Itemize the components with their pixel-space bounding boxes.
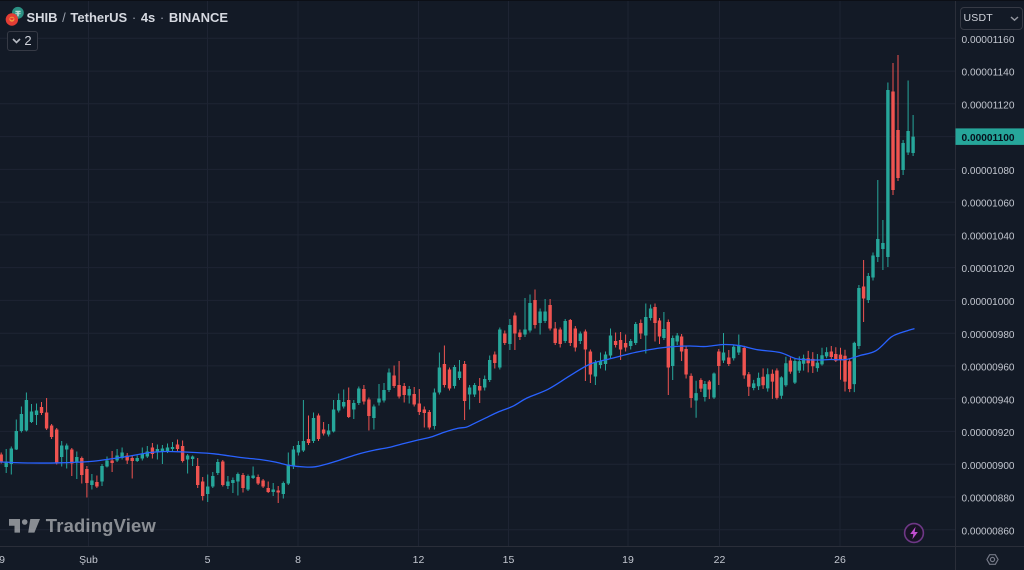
svg-text:0.00001140: 0.00001140 — [962, 67, 1015, 79]
svg-text:Şub: Şub — [79, 554, 98, 566]
svg-text:0.00000920: 0.00000920 — [962, 427, 1015, 439]
svg-text:19: 19 — [622, 554, 634, 566]
svg-text:0.00000860: 0.00000860 — [962, 525, 1015, 537]
svg-text:15: 15 — [503, 554, 515, 566]
svg-text:0.00000960: 0.00000960 — [962, 362, 1015, 374]
svg-text:0.00001060: 0.00001060 — [962, 198, 1015, 210]
svg-text:0.00001000: 0.00001000 — [962, 296, 1015, 308]
svg-text:8: 8 — [295, 554, 301, 566]
svg-text:0.00000880: 0.00000880 — [962, 493, 1015, 505]
svg-text:0.00001120: 0.00001120 — [962, 99, 1015, 111]
svg-text:5: 5 — [205, 554, 211, 566]
svg-text:0.00001100: 0.00001100 — [962, 132, 1015, 144]
svg-text:12: 12 — [413, 554, 425, 566]
svg-text:0.00001160: 0.00001160 — [962, 34, 1015, 46]
svg-text:0.00001080: 0.00001080 — [962, 165, 1015, 177]
svg-text:0.00001020: 0.00001020 — [962, 263, 1015, 275]
svg-text:9: 9 — [0, 554, 5, 566]
svg-text:22: 22 — [714, 554, 726, 566]
svg-text:0.00000900: 0.00000900 — [962, 460, 1015, 472]
svg-text:0.00000940: 0.00000940 — [962, 394, 1015, 406]
svg-text:0.00000980: 0.00000980 — [962, 329, 1015, 341]
svg-text:26: 26 — [834, 554, 846, 566]
svg-text:0.00001040: 0.00001040 — [962, 231, 1015, 243]
